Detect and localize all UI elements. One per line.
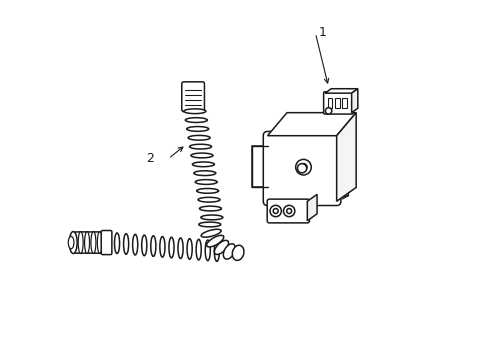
Ellipse shape bbox=[193, 171, 215, 176]
Ellipse shape bbox=[214, 241, 219, 261]
Ellipse shape bbox=[325, 108, 331, 114]
Ellipse shape bbox=[168, 237, 174, 258]
Ellipse shape bbox=[195, 180, 217, 184]
Ellipse shape bbox=[178, 238, 183, 258]
Ellipse shape bbox=[160, 237, 164, 257]
Ellipse shape bbox=[198, 197, 220, 202]
Ellipse shape bbox=[196, 189, 218, 193]
Polygon shape bbox=[267, 113, 355, 136]
Ellipse shape bbox=[283, 205, 294, 217]
Ellipse shape bbox=[142, 235, 146, 256]
Ellipse shape bbox=[205, 240, 210, 261]
Ellipse shape bbox=[269, 205, 281, 217]
Ellipse shape bbox=[223, 244, 235, 259]
Ellipse shape bbox=[69, 231, 77, 253]
Ellipse shape bbox=[189, 144, 211, 149]
Ellipse shape bbox=[68, 237, 74, 249]
Polygon shape bbox=[306, 194, 316, 221]
Ellipse shape bbox=[201, 229, 221, 237]
FancyBboxPatch shape bbox=[266, 199, 309, 223]
Text: 2: 2 bbox=[146, 152, 154, 165]
Polygon shape bbox=[251, 146, 267, 187]
Ellipse shape bbox=[232, 245, 244, 260]
Ellipse shape bbox=[183, 109, 205, 114]
Ellipse shape bbox=[199, 206, 221, 211]
Polygon shape bbox=[351, 89, 357, 113]
FancyBboxPatch shape bbox=[263, 131, 340, 206]
Ellipse shape bbox=[191, 153, 212, 158]
Ellipse shape bbox=[97, 231, 102, 253]
Ellipse shape bbox=[78, 231, 83, 253]
FancyBboxPatch shape bbox=[74, 232, 108, 253]
Ellipse shape bbox=[123, 234, 128, 254]
Ellipse shape bbox=[114, 233, 120, 253]
FancyBboxPatch shape bbox=[101, 230, 112, 255]
Polygon shape bbox=[325, 89, 357, 93]
Text: 1: 1 bbox=[318, 26, 326, 39]
Ellipse shape bbox=[297, 164, 306, 173]
FancyBboxPatch shape bbox=[182, 82, 204, 112]
Bar bbox=[334, 98, 339, 108]
Ellipse shape bbox=[286, 208, 291, 213]
Ellipse shape bbox=[295, 159, 311, 175]
Ellipse shape bbox=[150, 236, 156, 256]
Ellipse shape bbox=[192, 162, 214, 167]
Ellipse shape bbox=[186, 127, 208, 131]
Ellipse shape bbox=[187, 239, 192, 259]
Bar bbox=[342, 98, 346, 108]
Ellipse shape bbox=[196, 239, 201, 260]
Ellipse shape bbox=[206, 235, 224, 247]
Ellipse shape bbox=[84, 231, 89, 253]
Ellipse shape bbox=[273, 208, 278, 213]
FancyBboxPatch shape bbox=[323, 92, 352, 114]
Ellipse shape bbox=[198, 222, 220, 227]
Ellipse shape bbox=[185, 118, 207, 122]
Ellipse shape bbox=[91, 231, 96, 253]
Ellipse shape bbox=[214, 240, 228, 255]
Ellipse shape bbox=[188, 135, 210, 140]
Polygon shape bbox=[308, 192, 347, 205]
Bar bbox=[327, 98, 332, 108]
Ellipse shape bbox=[299, 164, 306, 171]
Ellipse shape bbox=[132, 234, 138, 255]
Ellipse shape bbox=[201, 215, 223, 220]
Polygon shape bbox=[336, 113, 355, 201]
